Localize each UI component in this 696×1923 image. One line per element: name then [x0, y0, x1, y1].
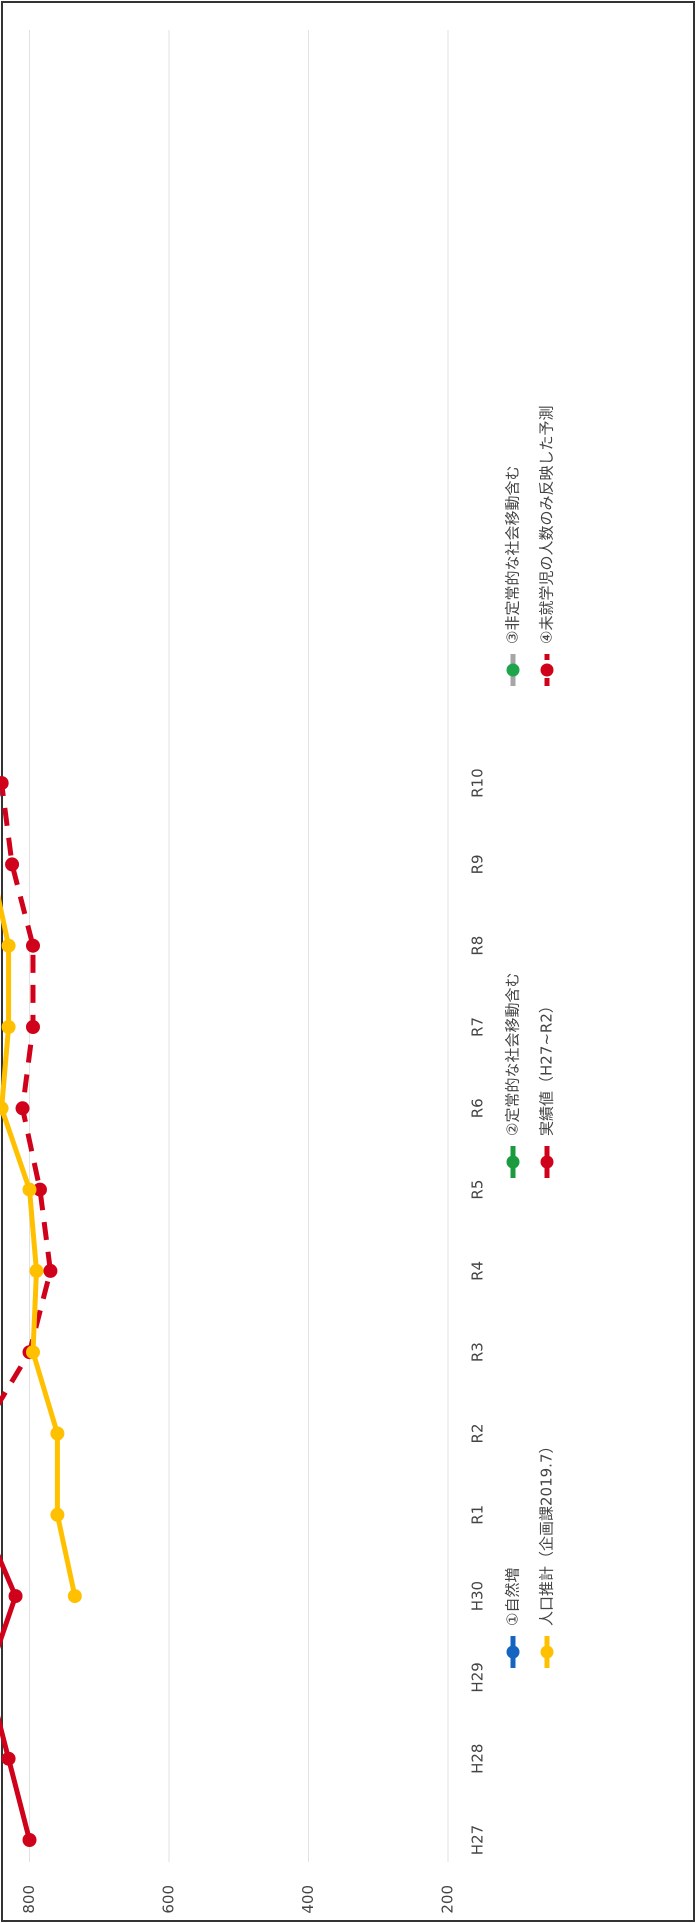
x-tick-label: R4 — [469, 1261, 487, 1281]
legend-item: ②定常的な社会移動含む — [504, 973, 522, 1178]
data-point — [22, 1833, 37, 1847]
x-tick-label: H27 — [469, 1825, 487, 1855]
y-tick-label: 200 — [439, 1885, 457, 1914]
legend-item: 実績値（H27~R2） — [538, 998, 556, 1178]
data-point — [50, 1507, 65, 1522]
x-tick-label: R8 — [469, 936, 487, 956]
x-tick-label: R1 — [469, 1505, 487, 1525]
legend-item: 人口推計（企画課2019.7） — [538, 1439, 556, 1668]
x-tick-label: R2 — [469, 1424, 487, 1444]
x-tick-label: H29 — [469, 1662, 487, 1692]
legend-label: 実績値（H27~R2） — [538, 998, 556, 1136]
legend-label: ③非定常的な社会移動含む — [504, 466, 522, 644]
legend-item: ④未就学児の人数のみ反映した予測 — [538, 406, 556, 686]
data-point — [8, 1589, 23, 1604]
data-point — [43, 1263, 58, 1278]
data-point — [1, 1751, 16, 1766]
legend-swatch-marker — [540, 1645, 554, 1659]
data-point — [15, 1101, 30, 1116]
data-point — [0, 776, 9, 791]
legend-swatch-marker — [540, 663, 554, 677]
data-point — [25, 938, 40, 953]
y-axis-tick-labels: 2004006008001,0001,2001,400 — [20, 1885, 457, 1914]
data-point — [1, 938, 16, 953]
legend-item: ③非定常的な社会移動含む — [504, 466, 522, 686]
x-tick-label: R5 — [469, 1180, 487, 1200]
legend-swatch-marker — [506, 663, 520, 677]
legend-label: ①自然増 — [504, 1568, 522, 1626]
data-point — [25, 1020, 40, 1034]
legend: ①自然増 ②定常的な社会移動含む ③非定常的な社会移動含む人口推計（企画課2019.… — [504, 406, 556, 1668]
data-point — [5, 857, 20, 872]
legend-label: ②定常的な社会移動含む — [504, 973, 522, 1136]
x-tick-label: R7 — [469, 1017, 487, 1037]
y-tick-label: 800 — [20, 1885, 38, 1914]
x-tick-label: R6 — [469, 1098, 487, 1118]
legend-swatch-marker — [506, 1645, 520, 1659]
legend-swatch-marker — [506, 1155, 520, 1169]
x-tick-label: H30 — [469, 1581, 487, 1611]
x-tick-label: R9 — [469, 854, 487, 874]
data-point — [0, 1101, 9, 1116]
data-point — [25, 1345, 40, 1360]
series-line — [0, 1553, 32, 1843]
legend-label: 人口推計（企画課2019.7） — [538, 1439, 556, 1627]
x-tick-label: R10 — [469, 768, 487, 798]
y-tick-label: 600 — [160, 1885, 178, 1914]
legend-label: ④未就学児の人数のみ反映した予測 — [538, 406, 556, 644]
series-markers — [0, 776, 82, 1847]
data-point — [22, 1182, 37, 1197]
x-tick-label: H28 — [469, 1744, 487, 1774]
data-point — [67, 1589, 82, 1604]
y-tick-label: 400 — [299, 1885, 317, 1914]
x-axis-tick-labels: H27 H28 H29 H30 R1 R2 R3 R4 R5 R6 R7 R8 R9 R10 — [469, 768, 487, 1855]
data-point — [29, 1263, 44, 1278]
data-point — [50, 1426, 65, 1441]
data-point — [1, 1020, 16, 1034]
x-tick-label: R3 — [469, 1342, 487, 1362]
legend-swatch-marker — [540, 1155, 554, 1169]
legend-item: ①自然増 — [504, 1568, 522, 1668]
